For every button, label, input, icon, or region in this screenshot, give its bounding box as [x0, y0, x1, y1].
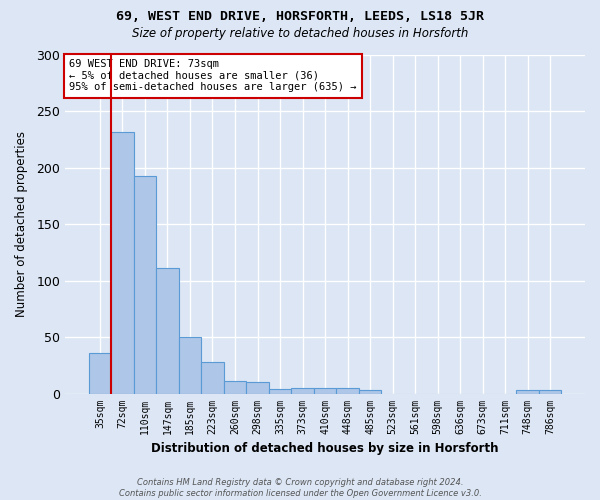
Bar [359, 390, 382, 394]
Bar [134, 176, 156, 394]
Bar [314, 388, 336, 394]
Text: Contains HM Land Registry data © Crown copyright and database right 2024.
Contai: Contains HM Land Registry data © Crown c… [119, 478, 481, 498]
Bar [517, 390, 539, 394]
Bar [291, 388, 314, 394]
Bar [179, 337, 201, 394]
Bar [201, 362, 224, 394]
Y-axis label: Number of detached properties: Number of detached properties [15, 132, 28, 318]
Bar [269, 389, 291, 394]
Bar [224, 381, 246, 394]
Bar [111, 132, 134, 394]
X-axis label: Distribution of detached houses by size in Horsforth: Distribution of detached houses by size … [151, 442, 499, 455]
Text: 69 WEST END DRIVE: 73sqm
← 5% of detached houses are smaller (36)
95% of semi-de: 69 WEST END DRIVE: 73sqm ← 5% of detache… [69, 59, 357, 92]
Text: 69, WEST END DRIVE, HORSFORTH, LEEDS, LS18 5JR: 69, WEST END DRIVE, HORSFORTH, LEEDS, LS… [116, 10, 484, 23]
Bar [246, 382, 269, 394]
Text: Size of property relative to detached houses in Horsforth: Size of property relative to detached ho… [132, 28, 468, 40]
Bar [336, 388, 359, 394]
Bar [539, 390, 562, 394]
Bar [89, 353, 111, 394]
Bar [156, 268, 179, 394]
